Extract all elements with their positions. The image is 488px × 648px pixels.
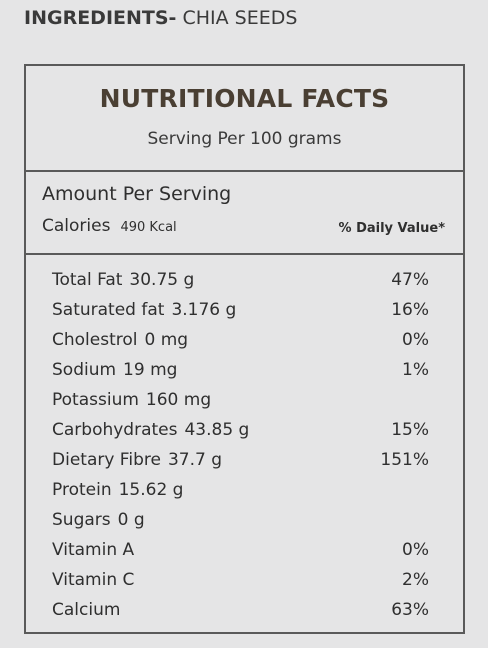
nutrient-name: Cholestrol bbox=[52, 330, 138, 350]
amount-per-serving-heading: Amount Per Serving bbox=[42, 183, 232, 205]
nutrient-daily-value: 0% bbox=[402, 330, 429, 350]
nutrient-row: Dietary Fibre 37.7 g 151% bbox=[26, 446, 463, 476]
nutrient-daily-value: 151% bbox=[380, 450, 429, 470]
nutrient-daily-value: 16% bbox=[391, 300, 429, 320]
nutrition-facts-title: NUTRITIONAL FACTS bbox=[99, 84, 390, 113]
nutrient-name: Calcium bbox=[52, 600, 121, 620]
nutrient-text: Saturated fat 3.176 g bbox=[52, 300, 236, 320]
ingredients-value: CHIA SEEDS bbox=[176, 7, 298, 29]
nutrient-name: Sodium bbox=[52, 360, 117, 380]
nutrient-row: Vitamin C 2% bbox=[26, 566, 463, 596]
divider-middle bbox=[26, 253, 463, 255]
nutrient-text: Vitamin A bbox=[52, 540, 134, 560]
calories-label: Calories bbox=[42, 216, 111, 236]
nutrient-row: Calcium 63% bbox=[26, 596, 463, 626]
nutrient-amount: 15.62 g bbox=[118, 480, 184, 500]
nutrient-daily-value: 1% bbox=[402, 360, 429, 380]
nutrient-text: Dietary Fibre 37.7 g bbox=[52, 450, 222, 470]
ingredients-line: INGREDIENTS- CHIA SEEDS bbox=[24, 6, 297, 30]
nutrient-row: Saturated fat 3.176 g 16% bbox=[26, 296, 463, 326]
nutrient-text: Potassium 160 mg bbox=[52, 390, 211, 410]
nutrient-name: Total Fat bbox=[52, 270, 123, 290]
ingredients-label: INGREDIENTS- bbox=[24, 7, 177, 29]
nutrient-text: Vitamin C bbox=[52, 570, 134, 590]
nutrient-text: Protein 15.62 g bbox=[52, 480, 183, 500]
nutrient-row: Sodium 19 mg 1% bbox=[26, 356, 463, 386]
nutrient-text: Sodium 19 mg bbox=[52, 360, 177, 380]
nutrient-name: Vitamin A bbox=[52, 540, 135, 560]
nutrient-amount: 160 mg bbox=[145, 390, 212, 410]
nutrient-amount: 43.85 g bbox=[184, 420, 250, 440]
nutrient-daily-value: 0% bbox=[402, 540, 429, 560]
nutrient-name: Saturated fat bbox=[52, 300, 165, 320]
nutrient-name: Protein bbox=[52, 480, 112, 500]
calories-line: Calories 490 Kcal bbox=[42, 216, 177, 236]
nutrient-text: Calcium bbox=[52, 600, 120, 620]
nutrient-name: Sugars bbox=[52, 510, 111, 530]
nutrient-amount: 37.7 g bbox=[167, 450, 222, 470]
nutrient-text: Total Fat 30.75 g bbox=[52, 270, 194, 290]
nutrient-row: Vitamin A 0% bbox=[26, 536, 463, 566]
nutrient-name: Vitamin C bbox=[52, 570, 135, 590]
serving-size: Serving Per 100 grams bbox=[147, 129, 342, 149]
nutrient-name: Potassium bbox=[52, 390, 139, 410]
nutrient-amount: 0 mg bbox=[144, 330, 189, 350]
nutrition-facts-panel: NUTRITIONAL FACTS Serving Per 100 grams … bbox=[24, 64, 465, 634]
nutrient-amount: 19 mg bbox=[123, 360, 178, 380]
daily-value-header: % Daily Value* bbox=[338, 221, 445, 236]
nutrient-row: Carbohydrates 43.85 g 15% bbox=[26, 416, 463, 446]
nutrient-text: Sugars 0 g bbox=[52, 510, 145, 530]
nutrient-row: Potassium 160 mg bbox=[26, 386, 463, 416]
nutrient-list: Total Fat 30.75 g 47% Saturated fat 3.176 g 1… bbox=[26, 266, 463, 626]
calories-value: 490 Kcal bbox=[120, 220, 177, 235]
nutrient-daily-value: 15% bbox=[391, 420, 429, 440]
nutrient-name: Carbohydrates bbox=[52, 420, 178, 440]
nutrient-text: Cholestrol 0 mg bbox=[52, 330, 188, 350]
nutrient-row: Sugars 0 g bbox=[26, 506, 463, 536]
nutrient-daily-value: 2% bbox=[402, 570, 429, 590]
nutrient-daily-value: 47% bbox=[391, 270, 429, 290]
nutrient-amount: 30.75 g bbox=[129, 270, 195, 290]
nutrient-text: Carbohydrates 43.85 g bbox=[52, 420, 249, 440]
nutrient-row: Cholestrol 0 mg 0% bbox=[26, 326, 463, 356]
nutrient-name: Dietary Fibre bbox=[52, 450, 161, 470]
nutrient-row: Total Fat 30.75 g 47% bbox=[26, 266, 463, 296]
nutrient-amount: 3.176 g bbox=[171, 300, 237, 320]
nutrient-daily-value: 63% bbox=[391, 600, 429, 620]
nutrient-amount: 0 g bbox=[117, 510, 145, 530]
nutrient-row: Protein 15.62 g bbox=[26, 476, 463, 506]
divider-top bbox=[26, 170, 463, 172]
